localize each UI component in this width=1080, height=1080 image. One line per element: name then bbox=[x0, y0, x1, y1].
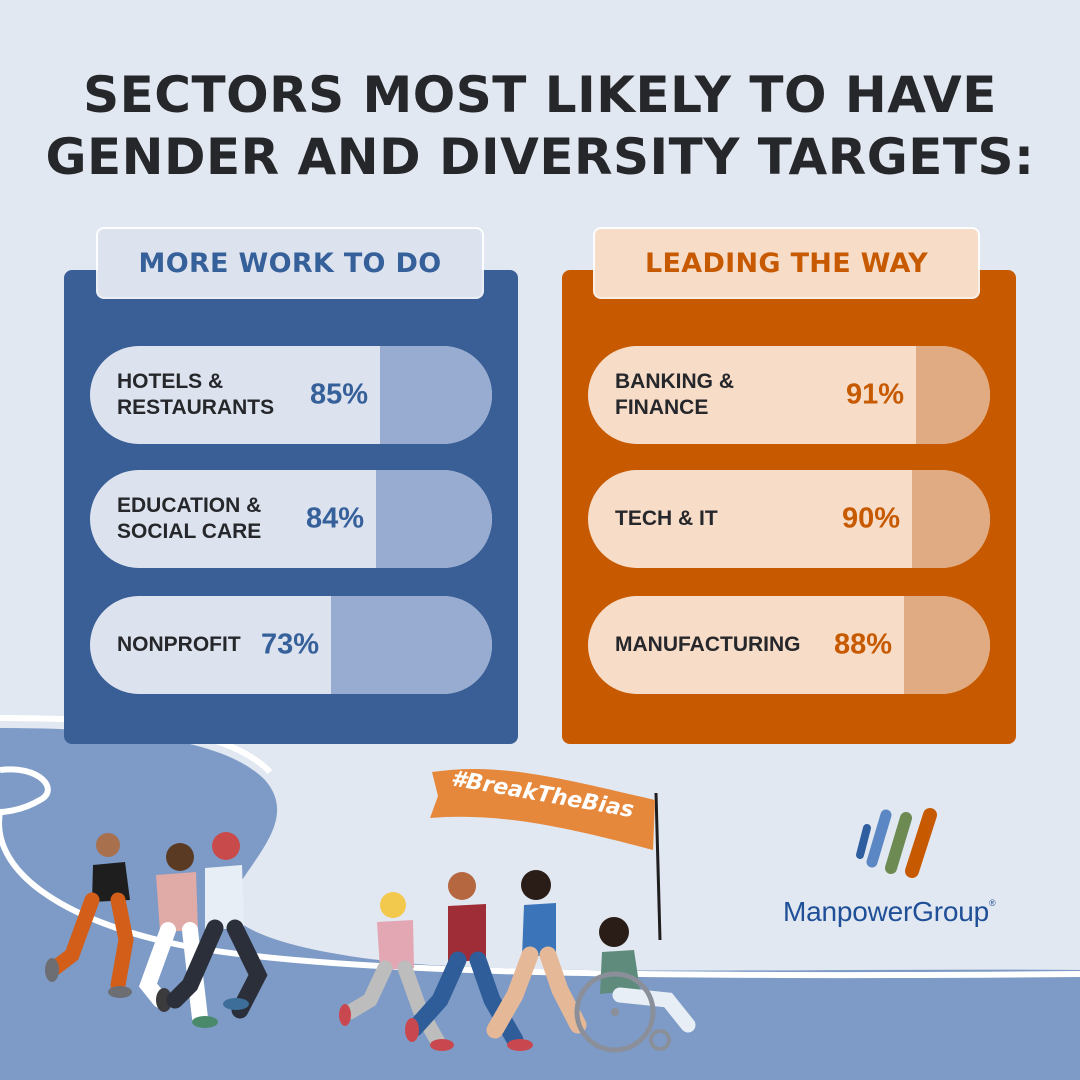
runner-6-figure bbox=[486, 870, 587, 1039]
bar-fill bbox=[916, 346, 990, 444]
runner-5-figure bbox=[405, 872, 533, 1051]
leading-way-panel: LEADING THE WAY BANKING & FINANCE 91% TECH… bbox=[562, 229, 1016, 744]
page-title: SECTORS MOST LIKELY TO HAVE GENDER AND D… bbox=[0, 64, 1080, 188]
title-line-2: GENDER AND DIVERSITY TARGETS: bbox=[45, 128, 1035, 186]
bar-row: TECH & IT 90% bbox=[588, 470, 990, 568]
leading-way-heading: LEADING THE WAY bbox=[595, 229, 978, 297]
bar-value-label: 73% bbox=[260, 628, 319, 661]
bar-fill bbox=[376, 470, 492, 568]
bar-row: NONPROFIT 73% bbox=[90, 596, 492, 694]
bar-category-label: EDUCATION & SOCIAL CARE bbox=[117, 494, 262, 543]
bar-value-label: 90% bbox=[841, 502, 900, 535]
wheelchair-user-figure bbox=[574, 917, 696, 1053]
bar-value-label: 91% bbox=[845, 378, 904, 411]
bar-fill bbox=[912, 470, 990, 568]
bar-fill bbox=[904, 596, 990, 694]
bar-fill bbox=[331, 596, 492, 694]
logo-wordmark: ManpowerGroup bbox=[783, 896, 989, 927]
bar-value-label: 88% bbox=[833, 628, 892, 661]
bar-category-label: HOTELS & RESTAURANTS bbox=[117, 370, 275, 419]
registered-mark: ® bbox=[988, 898, 996, 908]
break-the-bias-banner: #BreakTheBias bbox=[430, 766, 655, 850]
bar-fill bbox=[380, 346, 492, 444]
more-work-panel: MORE WORK TO DO HOTELS & RESTAURANTS 85% E… bbox=[64, 229, 518, 744]
runner-4-figure bbox=[339, 892, 454, 1051]
title-line-1: SECTORS MOST LIKELY TO HAVE bbox=[83, 66, 997, 124]
bar-category-label: MANUFACTURING bbox=[615, 633, 801, 656]
bar-category-label: NONPROFIT bbox=[117, 633, 241, 656]
bar-row: MANUFACTURING 88% bbox=[588, 596, 990, 694]
bar-row: EDUCATION & SOCIAL CARE 84% bbox=[90, 470, 492, 568]
runner-2-figure bbox=[138, 843, 218, 1028]
flag-pole bbox=[654, 792, 662, 941]
track-line-bottom bbox=[0, 812, 1080, 979]
road-shape bbox=[0, 728, 1080, 1080]
bar-row: BANKING & FINANCE 91% bbox=[588, 346, 990, 444]
bar-value-label: 85% bbox=[309, 378, 368, 411]
bar-category-label: BANKING & FINANCE bbox=[615, 370, 734, 419]
bar-value-label: 84% bbox=[305, 502, 364, 535]
bar-category-label: TECH & IT bbox=[615, 507, 718, 530]
bar-row: HOTELS & RESTAURANTS 85% bbox=[90, 346, 492, 444]
track-line-curve bbox=[0, 766, 51, 815]
runner-1-figure bbox=[45, 833, 134, 998]
runner-3-figure bbox=[166, 832, 268, 1019]
manpowergroup-logo: ManpowerGroup® bbox=[783, 896, 996, 928]
more-work-heading: MORE WORK TO DO bbox=[98, 229, 482, 297]
